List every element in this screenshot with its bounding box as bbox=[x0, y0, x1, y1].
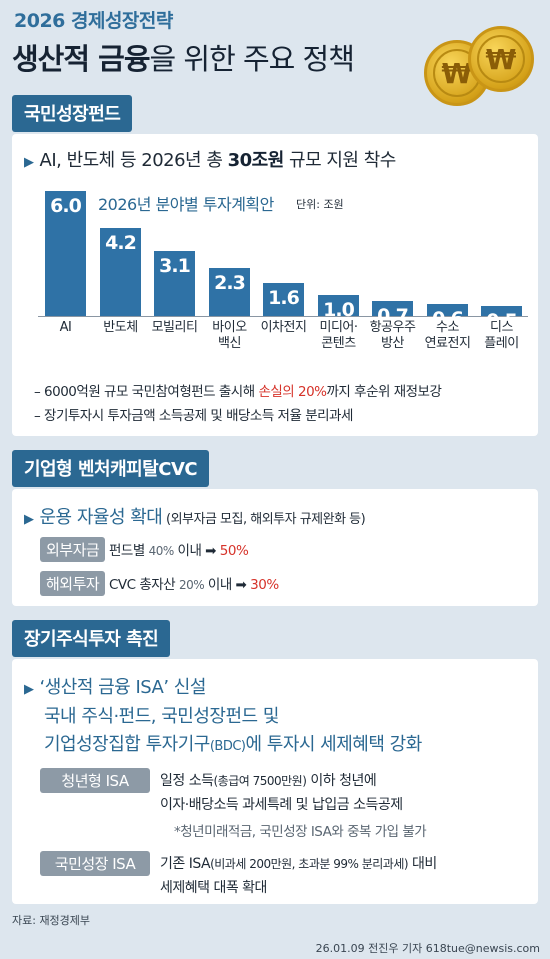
youth-isa-note: *청년미래적금, 국민성장 ISA와 중복 가입 불가 bbox=[174, 824, 427, 840]
arrow-right-icon: ➡ bbox=[235, 577, 247, 593]
section-tag-growth-fund: 국민성장펀드 bbox=[12, 95, 133, 132]
credit-note: 26.01.09 전진우 기자 618tue@newsis.com bbox=[315, 942, 540, 955]
bar-3 bbox=[209, 268, 250, 316]
bar-value-label-8: 0.5 bbox=[486, 310, 518, 332]
section2-headline: ▶ 운용 자율성 확대 (외부자금 모집, 해외투자 규제완화 등) bbox=[24, 507, 366, 528]
national-isa-line1: 기존 ISA(비과세 200만원, 초과분 99% 분리과세) 대비 bbox=[160, 856, 437, 872]
section1-headline: ▶ AI, 반도체 등 2026년 총 30조원 규모 지원 착수 bbox=[24, 150, 396, 171]
bar-4 bbox=[263, 283, 304, 316]
source-note: 자료: 재정경제부 bbox=[12, 914, 91, 927]
category-label-6: 항공우주 방산 bbox=[369, 320, 416, 351]
bar-5 bbox=[318, 295, 359, 316]
category-label-8: 디스 플레이 bbox=[484, 320, 519, 351]
section3-line3: 기업성장집합 투자기구(BDC)에 투자시 세제혜택 강화 bbox=[44, 734, 422, 755]
category-label-0: AI bbox=[59, 320, 72, 335]
bar-0 bbox=[45, 191, 86, 316]
chip-national-isa: 국민성장 ISA bbox=[40, 851, 150, 876]
chart-baseline bbox=[38, 316, 528, 317]
header-subtitle: 2026 경제성장전략 bbox=[14, 10, 173, 32]
youth-isa-chip-wrap: 청년형 ISA bbox=[40, 768, 150, 793]
bar-1 bbox=[100, 228, 141, 316]
bar-value-label-2: 3.1 bbox=[159, 255, 191, 277]
category-label-1: 반도체 bbox=[103, 320, 138, 335]
arrow-right-icon: ➡ bbox=[205, 543, 216, 559]
national-isa-chip-wrap: 국민성장 ISA bbox=[40, 851, 150, 876]
bar-value-label-5: 1.0 bbox=[323, 299, 355, 321]
fund-bullet-2: – 장기투자시 투자금액 소득공제 및 배당소득 저율 분리과세 bbox=[34, 408, 353, 424]
title-rest: 을 위한 주요 정책 bbox=[149, 42, 355, 76]
category-label-4: 이차전지 bbox=[260, 320, 307, 335]
bar-value-label-0: 6.0 bbox=[50, 195, 82, 217]
chip-overseas: 해외투자 bbox=[40, 571, 106, 596]
bar-value-label-4: 1.6 bbox=[268, 287, 300, 309]
triangle-icon: ▶ bbox=[24, 682, 34, 697]
triangle-icon: ▶ bbox=[24, 512, 34, 527]
fund-bullet-1: – 6000억원 규모 국민참여형펀드 출시해 손실의 20%까지 후순위 재정… bbox=[34, 384, 442, 400]
section-tag-cvc: 기업형 벤처캐피탈CVC bbox=[12, 450, 210, 487]
category-label-2: 모빌리티 bbox=[151, 320, 198, 335]
youth-isa-line2: 이자·배당소득 과세특례 및 납입금 소득공제 bbox=[160, 797, 403, 813]
section3-line2: 국내 주식·펀드, 국민성장펀드 및 bbox=[44, 706, 279, 727]
bar-value-label-1: 4.2 bbox=[105, 232, 137, 254]
bar-8 bbox=[481, 306, 522, 316]
section-tag-long-term: 장기주식투자 촉진 bbox=[12, 620, 171, 657]
national-isa-line2: 세제혜택 대폭 확대 bbox=[160, 880, 267, 896]
bar-value-label-3: 2.3 bbox=[214, 272, 246, 294]
category-label-5: 미디어· 콘텐츠 bbox=[319, 320, 358, 351]
cvc-row-overseas: 해외투자 CVC 총자산 20% 이내 ➡ 30% bbox=[40, 571, 279, 596]
youth-isa-line1: 일정 소득(총급여 7500만원) 이하 청년에 bbox=[160, 773, 377, 789]
bar-6 bbox=[372, 301, 413, 316]
chip-youth-isa: 청년형 ISA bbox=[40, 768, 150, 793]
coin-icon: ₩ bbox=[468, 26, 534, 92]
section3-headline: ▶ ‘생산적 금융 ISA’ 신설 bbox=[24, 677, 206, 698]
chart-unit: 단위: 조원 bbox=[296, 198, 344, 211]
category-label-3: 바이오 백신 bbox=[212, 320, 247, 351]
chip-external-fund: 외부자금 bbox=[40, 537, 106, 562]
bar-value-label-6: 0.7 bbox=[377, 305, 409, 327]
bar-2 bbox=[154, 251, 195, 316]
cvc-row-external-fund: 외부자금 펀드별 40% 이내 ➡ 50% bbox=[40, 537, 249, 562]
header-title: 생산적 금융을 위한 주요 정책 bbox=[12, 36, 355, 78]
title-bold: 생산적 금융 bbox=[12, 42, 150, 76]
chart-title: 2026년 분야별 투자계획안 bbox=[98, 195, 274, 214]
triangle-icon: ▶ bbox=[24, 155, 34, 170]
bar-value-label-7: 0.6 bbox=[432, 308, 464, 330]
bar-7 bbox=[427, 304, 468, 316]
category-label-7: 수소 연료전지 bbox=[424, 320, 471, 351]
